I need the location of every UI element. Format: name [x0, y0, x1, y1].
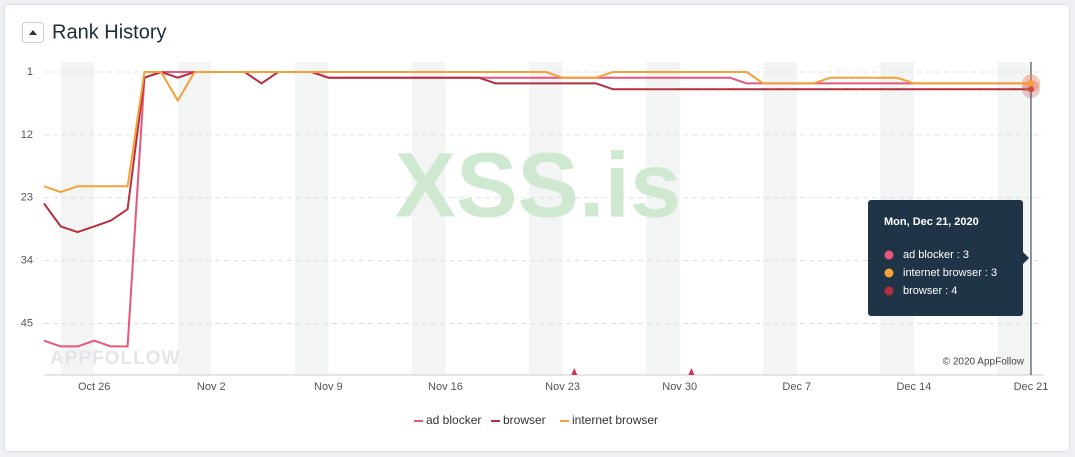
point	[829, 88, 832, 91]
series-line	[43, 71, 1031, 194]
weekend-band	[763, 62, 797, 375]
legend-label[interactable]: browser	[503, 413, 546, 427]
y-tick-label: 1	[27, 66, 33, 78]
weekend-band	[60, 62, 95, 375]
weekend-band	[177, 62, 212, 375]
y-tick-label: 12	[21, 129, 33, 141]
weekend-band	[294, 62, 329, 375]
widget-title: Rank History	[52, 21, 166, 43]
tooltip-arrow	[1023, 252, 1029, 264]
point	[795, 88, 798, 91]
point	[979, 88, 982, 91]
tooltip-swatch	[884, 268, 894, 278]
y-tick-label: 34	[21, 255, 33, 267]
point	[762, 88, 765, 91]
point	[728, 88, 731, 91]
x-tick-label: Nov 30	[662, 381, 697, 393]
weekend-band	[412, 62, 446, 375]
point	[929, 88, 932, 91]
x-tick-label: Dec 21	[1014, 381, 1049, 393]
y-tick-label: 23	[21, 192, 33, 204]
tooltip-item: browser : 4	[903, 285, 957, 297]
tooltip-item: internet browser : 3	[903, 267, 997, 279]
tooltip-item: ad blocker : 3	[903, 249, 969, 261]
point	[812, 88, 815, 91]
point	[996, 88, 999, 91]
legend-label[interactable]: internet browser	[572, 413, 658, 427]
tooltip	[868, 200, 1023, 316]
tooltip-swatch	[884, 250, 894, 260]
point	[678, 88, 681, 91]
x-tick-label: Dec 14	[896, 381, 931, 393]
legend-label[interactable]: ad blocker	[426, 413, 481, 427]
event-marker	[571, 368, 578, 375]
point	[745, 88, 748, 91]
point	[1013, 88, 1016, 91]
point	[912, 88, 915, 91]
x-tick-label: Nov 2	[197, 381, 226, 393]
watermark: XSS.is	[395, 134, 681, 236]
point	[845, 88, 848, 91]
x-tick-label: Dec 7	[782, 381, 811, 393]
point	[712, 88, 715, 91]
point	[946, 88, 949, 91]
brand-watermark: APPFOLLOW	[50, 348, 180, 369]
point	[963, 88, 966, 91]
hover-point	[1028, 86, 1034, 93]
x-tick-label: Nov 9	[314, 381, 343, 393]
weekend-band	[646, 62, 680, 375]
y-tick-label: 45	[21, 317, 33, 329]
x-tick-label: Nov 16	[428, 381, 463, 393]
point	[879, 88, 882, 91]
point	[695, 88, 698, 91]
copyright: © 2020 AppFollow	[943, 357, 1025, 368]
weekend-band	[529, 62, 563, 375]
point	[896, 88, 899, 91]
event-marker	[688, 368, 695, 375]
collapse-icon	[29, 30, 37, 35]
tooltip-swatch	[884, 286, 894, 296]
hover-point	[1028, 80, 1034, 87]
x-tick-label: Oct 26	[78, 381, 110, 393]
tooltip-date: Mon, Dec 21, 2020	[884, 216, 979, 228]
point	[779, 88, 782, 91]
point	[862, 88, 865, 91]
x-tick-label: Nov 23	[545, 381, 580, 393]
